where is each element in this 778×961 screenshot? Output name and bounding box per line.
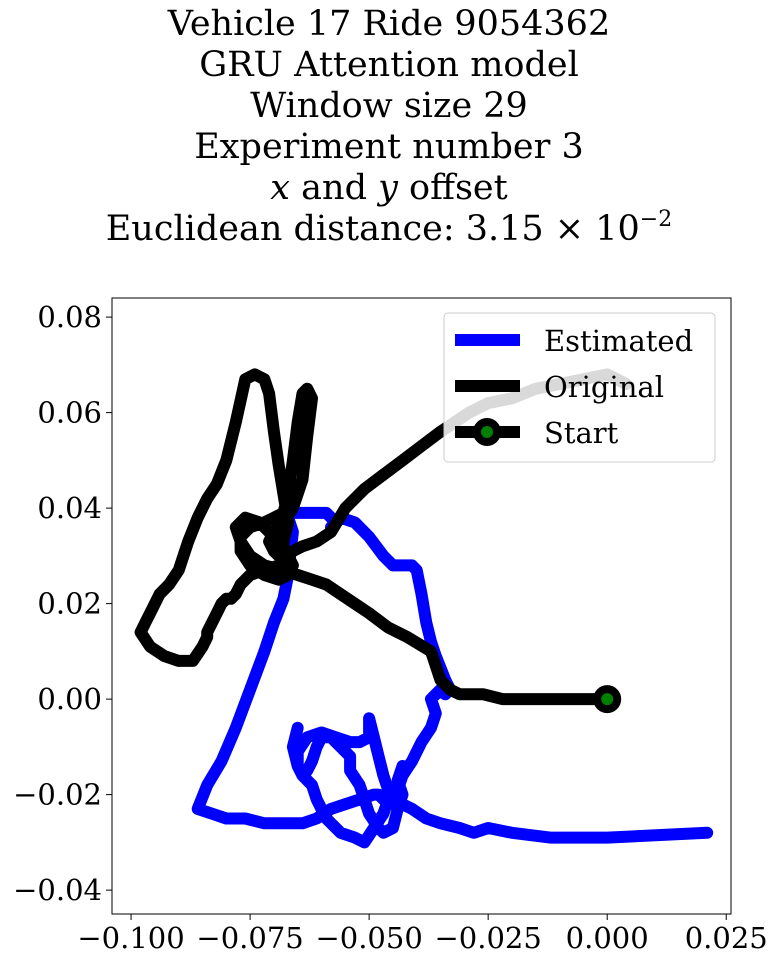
legend-start-marker — [473, 418, 501, 446]
y-tick-label: 0.00 — [37, 682, 102, 716]
plot-frame — [111, 297, 732, 915]
x-tick-label: −0.050 — [315, 921, 422, 955]
y-tick-label: −0.04 — [13, 873, 102, 907]
title-distance-exponent: −2 — [639, 207, 673, 232]
legend: Estimated Original Start — [443, 312, 716, 463]
title-and-word: and — [290, 168, 379, 208]
plot-lines — [134, 368, 714, 849]
y-tick-label: −0.02 — [13, 778, 102, 812]
legend-label-original: Original — [544, 370, 664, 404]
x-tick-label: −0.025 — [434, 921, 541, 955]
y-tick-label: 0.06 — [37, 396, 102, 430]
y-axis: 0.08 0.06 0.04 0.02 0.00 −0.02 −0.04 — [13, 300, 112, 907]
title-distance-text: Euclidean distance: 3.15 × 10 — [105, 209, 640, 249]
series-line-original — [134, 368, 633, 706]
x-tick-label: −0.075 — [196, 921, 303, 955]
title-offset-word: offset — [397, 168, 508, 208]
x-tick-label: −0.100 — [77, 921, 184, 955]
start-marker — [593, 685, 622, 714]
x-tick-label: 0.025 — [685, 921, 768, 955]
title-line-4: Experiment number 3 — [194, 127, 584, 167]
series-line-estimated — [191, 506, 714, 849]
title-line-3: Window size 29 — [250, 86, 528, 126]
legend-frame — [443, 312, 716, 463]
title-line-1: Vehicle 17 Ride 9054362 — [167, 4, 611, 44]
legend-label-estimated: Estimated — [544, 324, 693, 358]
title-x-symbol: x — [270, 168, 291, 208]
x-axis: −0.100 −0.075 −0.050 −0.025 0.000 0.025 — [77, 914, 768, 955]
title-line-5: x and y offset — [0, 168, 778, 209]
title-y-symbol: y — [378, 168, 398, 208]
title-line-6: Euclidean distance: 3.15 × 10−2 — [0, 207, 778, 254]
x-tick-label: 0.000 — [566, 921, 649, 955]
y-tick-label: 0.08 — [37, 300, 102, 334]
legend-label-start: Start — [544, 416, 619, 450]
title-line-2: GRU Attention model — [199, 45, 579, 85]
chart-title: Vehicle 17 Ride 9054362 GRU Attention mo… — [0, 4, 778, 254]
y-tick-label: 0.04 — [37, 491, 102, 525]
y-tick-label: 0.02 — [37, 587, 102, 621]
